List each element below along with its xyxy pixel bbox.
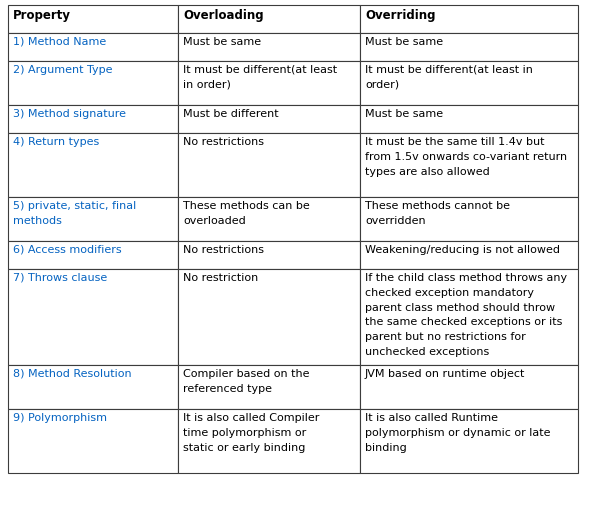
- Text: Must be same: Must be same: [365, 109, 443, 119]
- Bar: [178, 365, 360, 409]
- Text: No restriction: No restriction: [183, 273, 258, 283]
- Text: JVM based on runtime object: JVM based on runtime object: [365, 369, 526, 379]
- Bar: [360, 5, 578, 33]
- Bar: [360, 33, 578, 61]
- Bar: [178, 241, 360, 269]
- Bar: [8, 61, 178, 105]
- Bar: [178, 5, 360, 33]
- Text: Overloading: Overloading: [183, 9, 263, 22]
- Bar: [178, 105, 360, 133]
- Text: These methods can be
overloaded: These methods can be overloaded: [183, 201, 310, 226]
- Bar: [8, 5, 178, 33]
- Text: It is also called Compiler
time polymorphism or
static or early binding: It is also called Compiler time polymorp…: [183, 413, 319, 453]
- Bar: [178, 61, 360, 105]
- Bar: [8, 365, 178, 409]
- Bar: [360, 269, 578, 365]
- Text: It must be the same till 1.4v but
from 1.5v onwards co-variant return
types are : It must be the same till 1.4v but from 1…: [365, 137, 567, 176]
- Text: If the child class method throws any
checked exception mandatory
parent class me: If the child class method throws any che…: [365, 273, 567, 357]
- Text: 2) Argument Type: 2) Argument Type: [13, 65, 112, 75]
- Bar: [178, 133, 360, 197]
- Text: Must be same: Must be same: [365, 37, 443, 47]
- Bar: [360, 197, 578, 241]
- Text: Compiler based on the
referenced type: Compiler based on the referenced type: [183, 369, 310, 394]
- Bar: [360, 409, 578, 473]
- Text: 7) Throws clause: 7) Throws clause: [13, 273, 107, 283]
- Bar: [8, 133, 178, 197]
- Bar: [178, 33, 360, 61]
- Bar: [360, 365, 578, 409]
- Text: Must be same: Must be same: [183, 37, 261, 47]
- Bar: [8, 105, 178, 133]
- Text: 4) Return types: 4) Return types: [13, 137, 100, 147]
- Text: 3) Method signature: 3) Method signature: [13, 109, 126, 119]
- Text: It must be different(at least in
order): It must be different(at least in order): [365, 65, 533, 90]
- Bar: [8, 33, 178, 61]
- Text: 6) Access modifiers: 6) Access modifiers: [13, 245, 121, 255]
- Text: Weakening/reducing is not allowed: Weakening/reducing is not allowed: [365, 245, 560, 255]
- Text: 8) Method Resolution: 8) Method Resolution: [13, 369, 132, 379]
- Text: Overriding: Overriding: [365, 9, 435, 22]
- Text: These methods cannot be
overridden: These methods cannot be overridden: [365, 201, 510, 226]
- Bar: [8, 197, 178, 241]
- Text: No restrictions: No restrictions: [183, 245, 264, 255]
- Text: Property: Property: [13, 9, 71, 22]
- Bar: [8, 241, 178, 269]
- Text: It must be different(at least
in order): It must be different(at least in order): [183, 65, 337, 90]
- Bar: [360, 241, 578, 269]
- Text: 9) Polymorphism: 9) Polymorphism: [13, 413, 107, 423]
- Bar: [178, 409, 360, 473]
- Bar: [178, 269, 360, 365]
- Bar: [8, 409, 178, 473]
- Text: 5) private, static, final
methods: 5) private, static, final methods: [13, 201, 136, 226]
- Bar: [360, 105, 578, 133]
- Bar: [178, 197, 360, 241]
- Text: Must be different: Must be different: [183, 109, 279, 119]
- Text: It is also called Runtime
polymorphism or dynamic or late
binding: It is also called Runtime polymorphism o…: [365, 413, 551, 453]
- Text: No restrictions: No restrictions: [183, 137, 264, 147]
- Text: 1) Method Name: 1) Method Name: [13, 37, 106, 47]
- Bar: [360, 133, 578, 197]
- Bar: [8, 269, 178, 365]
- Bar: [360, 61, 578, 105]
